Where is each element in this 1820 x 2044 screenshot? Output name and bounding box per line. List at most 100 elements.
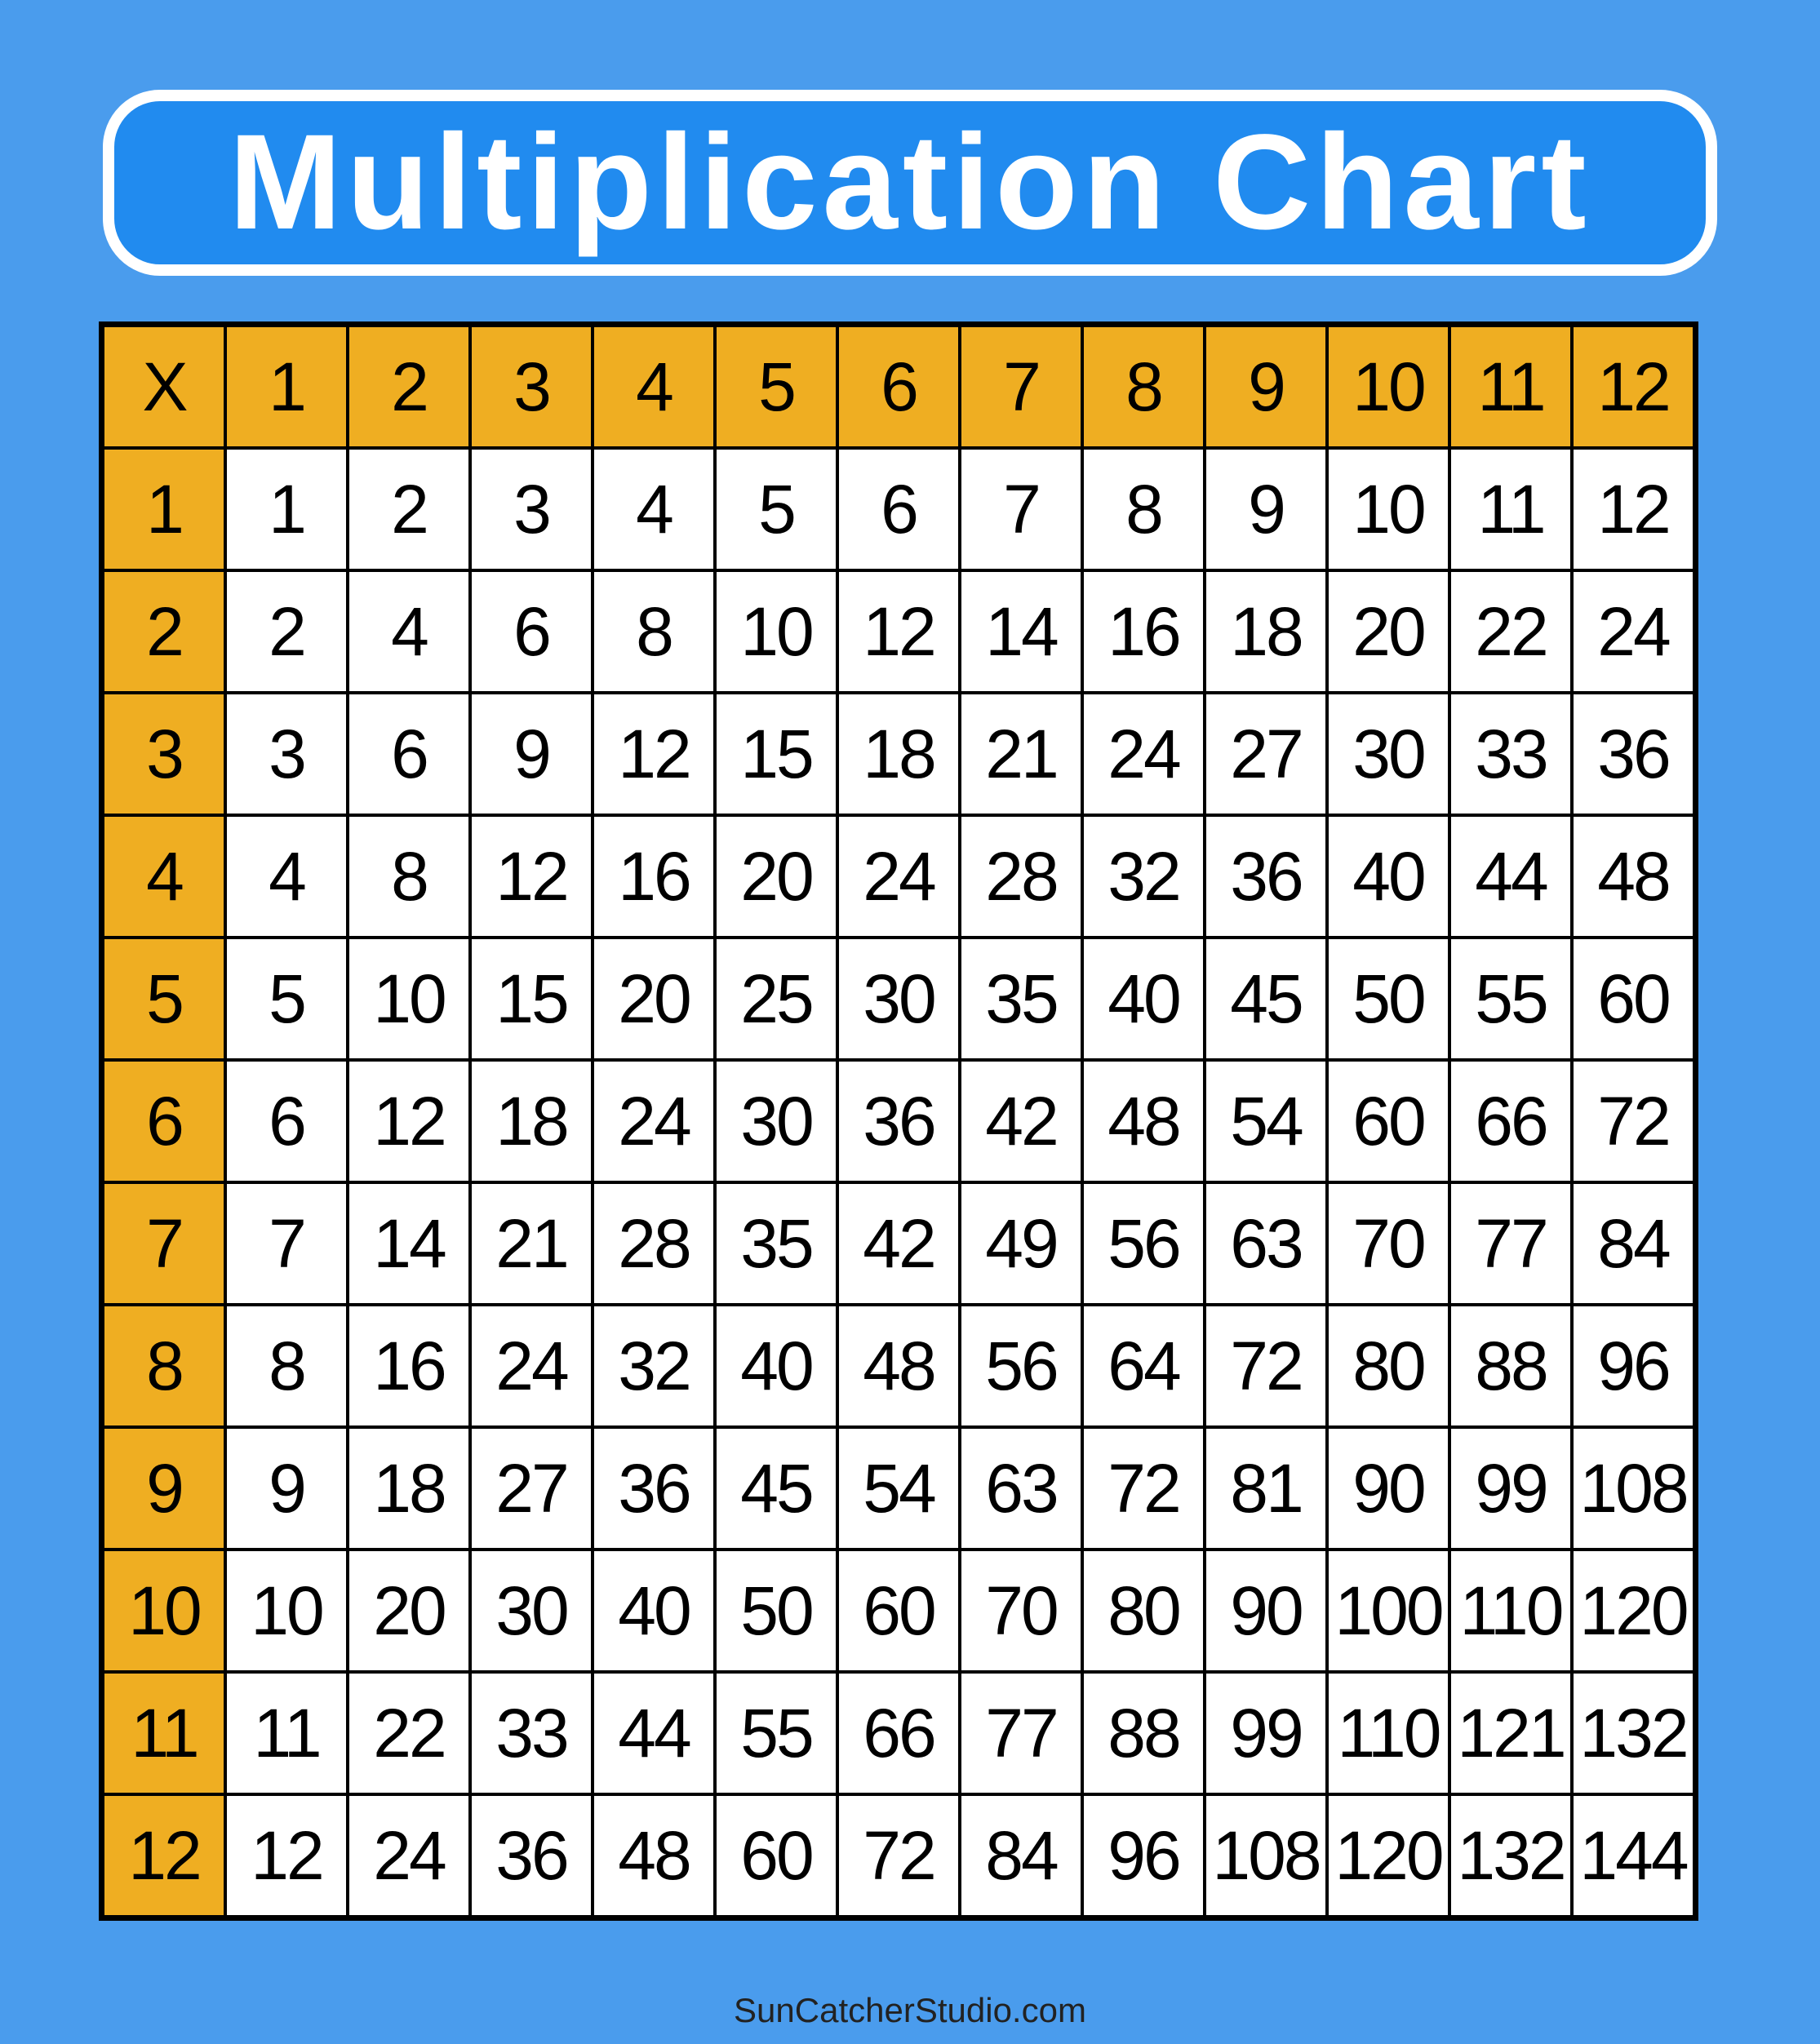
row-header: 3 [100, 691, 227, 817]
column-header: 10 [1325, 322, 1451, 450]
product-cell: 48 [591, 1793, 717, 1920]
product-cell: 90 [1325, 1425, 1451, 1551]
product-cell: 44 [591, 1670, 717, 1796]
row-header: 9 [100, 1425, 227, 1551]
product-cell: 70 [1325, 1181, 1451, 1306]
product-cell: 72 [1081, 1425, 1206, 1551]
column-header: 11 [1448, 322, 1574, 450]
product-cell: 44 [1448, 814, 1574, 939]
product-cell: 20 [591, 936, 717, 1062]
product-cell: 81 [1203, 1425, 1329, 1551]
product-cell: 50 [1325, 936, 1451, 1062]
product-cell: 88 [1081, 1670, 1206, 1796]
column-header: 6 [836, 322, 961, 450]
product-cell: 70 [958, 1548, 1084, 1674]
product-cell: 64 [1081, 1303, 1206, 1429]
product-cell: 20 [713, 814, 839, 939]
product-cell: 144 [1570, 1793, 1698, 1920]
product-cell: 18 [1203, 569, 1329, 694]
product-cell: 90 [1203, 1548, 1329, 1674]
product-cell: 16 [591, 814, 717, 939]
column-header: 9 [1203, 322, 1329, 450]
product-cell: 7 [224, 1181, 349, 1306]
product-cell: 66 [1448, 1058, 1574, 1184]
table-row: 6 6 12 18 24 30 36 42 48 54 60 66 72 [100, 1058, 1698, 1184]
product-cell: 40 [1325, 814, 1451, 939]
product-cell: 32 [591, 1303, 717, 1429]
product-cell: 9 [468, 691, 594, 817]
product-cell: 20 [346, 1548, 472, 1674]
product-cell: 60 [1570, 936, 1698, 1062]
product-cell: 55 [1448, 936, 1574, 1062]
product-cell: 84 [958, 1793, 1084, 1920]
multiplication-table: X 1 2 3 4 5 6 7 8 9 10 11 12 1 1 2 3 4 5 6 7 8 9 10 11 12 2 2 4 6 8 10 1… [99, 321, 1698, 1921]
product-cell: 36 [591, 1425, 717, 1551]
corner-cell: X [100, 322, 227, 450]
product-cell: 60 [1325, 1058, 1451, 1184]
product-cell: 4 [591, 446, 717, 572]
product-cell: 40 [591, 1548, 717, 1674]
product-cell: 8 [346, 814, 472, 939]
column-header: 12 [1570, 322, 1698, 450]
product-cell: 33 [1448, 691, 1574, 817]
product-cell: 4 [224, 814, 349, 939]
product-cell: 80 [1081, 1548, 1206, 1674]
product-cell: 18 [346, 1425, 472, 1551]
product-cell: 12 [836, 569, 961, 694]
table-row: 9 9 18 27 36 45 54 63 72 81 90 99 108 [100, 1425, 1698, 1551]
product-cell: 3 [224, 691, 349, 817]
column-header: 2 [346, 322, 472, 450]
product-cell: 9 [1203, 446, 1329, 572]
product-cell: 10 [1325, 446, 1451, 572]
product-cell: 12 [591, 691, 717, 817]
product-cell: 36 [836, 1058, 961, 1184]
product-cell: 54 [836, 1425, 961, 1551]
product-cell: 10 [346, 936, 472, 1062]
product-cell: 18 [468, 1058, 594, 1184]
product-cell: 16 [346, 1303, 472, 1429]
product-cell: 132 [1448, 1793, 1574, 1920]
product-cell: 100 [1325, 1548, 1451, 1674]
product-cell: 5 [713, 446, 839, 572]
product-cell: 110 [1448, 1548, 1574, 1674]
product-cell: 11 [1448, 446, 1574, 572]
product-cell: 5 [224, 936, 349, 1062]
product-cell: 72 [836, 1793, 961, 1920]
product-cell: 32 [1081, 814, 1206, 939]
row-header: 8 [100, 1303, 227, 1429]
product-cell: 45 [713, 1425, 839, 1551]
column-header: 1 [224, 322, 349, 450]
product-cell: 48 [1570, 814, 1698, 939]
product-cell: 21 [958, 691, 1084, 817]
product-cell: 99 [1448, 1425, 1574, 1551]
product-cell: 30 [836, 936, 961, 1062]
product-cell: 28 [958, 814, 1084, 939]
product-cell: 4 [346, 569, 472, 694]
product-cell: 21 [468, 1181, 594, 1306]
product-cell: 3 [468, 446, 594, 572]
row-header: 2 [100, 569, 227, 694]
product-cell: 2 [346, 446, 472, 572]
table-row: 2 2 4 6 8 10 12 14 16 18 20 22 24 [100, 569, 1698, 694]
product-cell: 2 [224, 569, 349, 694]
product-cell: 24 [346, 1793, 472, 1920]
product-cell: 49 [958, 1181, 1084, 1306]
product-cell: 40 [1081, 936, 1206, 1062]
column-header: 5 [713, 322, 839, 450]
product-cell: 42 [836, 1181, 961, 1306]
product-cell: 24 [1570, 569, 1698, 694]
product-cell: 14 [958, 569, 1084, 694]
product-cell: 77 [1448, 1181, 1574, 1306]
product-cell: 6 [468, 569, 594, 694]
product-cell: 12 [468, 814, 594, 939]
product-cell: 24 [591, 1058, 717, 1184]
product-cell: 30 [713, 1058, 839, 1184]
product-cell: 11 [224, 1670, 349, 1796]
product-cell: 25 [713, 936, 839, 1062]
header-row: X 1 2 3 4 5 6 7 8 9 10 11 12 [100, 322, 1698, 450]
product-cell: 8 [1081, 446, 1206, 572]
product-cell: 63 [1203, 1181, 1329, 1306]
row-header: 7 [100, 1181, 227, 1306]
product-cell: 35 [713, 1181, 839, 1306]
product-cell: 6 [224, 1058, 349, 1184]
